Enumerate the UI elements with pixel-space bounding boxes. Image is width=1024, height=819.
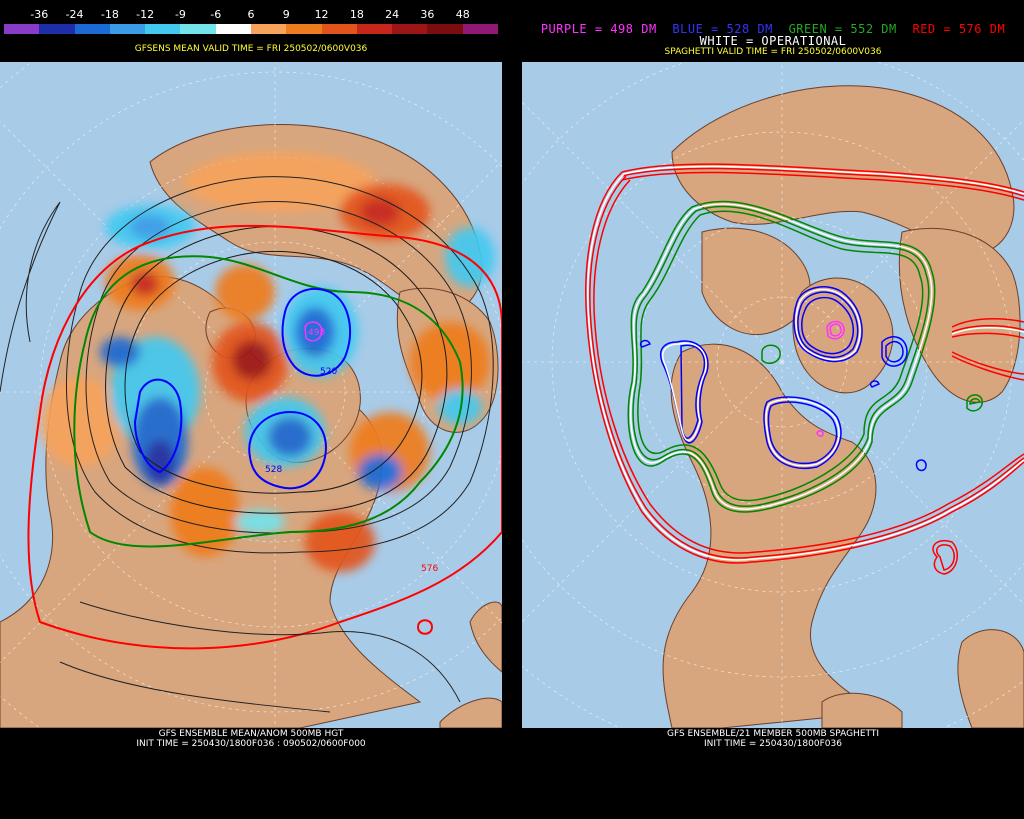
positive-anomaly-center-core	[232, 340, 272, 380]
colorbar-segment	[250, 24, 287, 34]
contour-576-atlantic	[416, 619, 434, 635]
positive-anomaly-west-core	[131, 272, 159, 296]
spaghetti-576-operational	[587, 165, 1024, 561]
europe-land	[898, 227, 1021, 403]
contour-528-greenland	[281, 287, 351, 377]
colorbar-tick-label: -18	[100, 8, 119, 21]
colorbar-segment	[462, 24, 498, 34]
colorbar-tick-label: 9	[282, 8, 290, 21]
spaghetti-panel: PURPLE = 498 DM BLUE = 528 DM GREEN = 55…	[522, 0, 1024, 819]
ensemble-mean-anomaly-panel: -36 -24 -18 -12 -9 -6 6 9 12 18 24 36 48 GFSENS MEAN…	[0, 0, 502, 819]
colorbar-segment	[74, 24, 110, 34]
colorbar-segment	[392, 24, 428, 34]
north-america-land	[662, 343, 884, 728]
positive-anomaly-arctic	[215, 264, 275, 320]
mean-anomaly-map: 498 520 528 576	[0, 62, 502, 728]
negative-anomaly-west-coast	[100, 337, 140, 367]
mean-valid-time-title: GFSENS MEAN VALID TIME = FRI 250502/0600…	[134, 44, 368, 54]
panel-divider	[502, 0, 522, 819]
colorbar-tick-label: -6	[210, 8, 222, 21]
positive-anomaly-north	[185, 152, 375, 212]
colorbar-tick-label: 12	[314, 8, 329, 21]
colorbar-tick-label: 36	[420, 8, 435, 21]
spaghetti-552-green	[627, 200, 983, 513]
mean-caption-title: GFS ENSEMBLE MEAN/ANOM 500MB HGT	[158, 729, 344, 739]
anomaly-colorbar	[4, 24, 498, 34]
positive-anomaly-siberia-core	[360, 198, 400, 226]
positive-anomaly-southwest	[40, 377, 120, 467]
spaghetti-map	[522, 62, 1024, 728]
negative-anomaly-south	[235, 510, 285, 534]
positive-anomaly-east	[410, 322, 490, 402]
legend-purple: PURPLE = 498 DM	[540, 22, 657, 36]
positive-anomaly-south	[170, 467, 240, 557]
colorbar-tick-label: 48	[455, 8, 470, 21]
colorbar-tick-label: -12	[136, 8, 155, 21]
colorbar-segment	[145, 24, 181, 34]
label-528: 528	[265, 465, 282, 475]
colorbar-segment	[427, 24, 463, 34]
spaghetti-caption-title: GFS ENSEMBLE/21 MEMBER 500MB SPAGHETTI	[666, 729, 880, 739]
contour-528-hudson	[248, 410, 327, 490]
negative-anomaly-atlantic	[438, 389, 482, 425]
mean-caption-init-time: INIT TIME = 250430/1800F036 : 090502/060…	[136, 739, 366, 749]
spaghetti-528-blue	[639, 286, 927, 472]
colorbar-segment	[321, 24, 357, 34]
spaghetti-498-purple	[816, 320, 845, 437]
spaghetti-528-operational	[662, 288, 861, 467]
colorbar-tick-label: -9	[174, 8, 186, 21]
contour-552	[73, 255, 464, 548]
contour-528-pacific	[133, 378, 183, 474]
legend-operational: WHITE = OPERATIONAL	[699, 34, 847, 48]
label-520: 520	[320, 367, 337, 377]
negative-anomaly-nw-core	[130, 215, 170, 239]
spaghetti-valid-time-title: SPAGHETTI VALID TIME = FRI 250502/0600V0…	[664, 47, 882, 57]
negative-anomaly-southeast	[358, 454, 402, 490]
africa-land	[957, 629, 1024, 728]
colorbar-segment	[39, 24, 75, 34]
spaghetti-552-operational	[629, 203, 933, 510]
anomaly-shading	[40, 152, 495, 572]
south-america-land	[821, 692, 903, 728]
colorbar-segment	[215, 24, 251, 34]
negative-anomaly-greenland-core	[295, 307, 335, 357]
mean-height-contours	[0, 176, 502, 713]
south-america-land	[439, 697, 502, 728]
colorbar-tick-label: 24	[385, 8, 400, 21]
colorbar-segment	[356, 24, 393, 34]
spaghetti-caption-init-time: INIT TIME = 250430/1800F036	[704, 739, 842, 749]
contour-576	[27, 224, 502, 650]
legend-blue: BLUE = 528 DM	[672, 22, 773, 36]
colorbar-segment	[4, 24, 40, 34]
spaghetti-legend: PURPLE = 498 DM BLUE = 528 DM GREEN = 55…	[522, 22, 1024, 36]
colorbar-tick-label: -36	[30, 8, 49, 21]
contour-value-labels: 498 520 528 576	[265, 328, 438, 574]
colorbar-segment	[109, 24, 146, 34]
spaghetti-576-red	[585, 163, 1024, 575]
label-498: 498	[308, 328, 325, 338]
legend-red: RED = 576 DM	[912, 22, 1006, 36]
legend-green: GREEN = 552 DM	[788, 22, 897, 36]
colorbar-tick-label: -24	[65, 8, 84, 21]
negative-anomaly-pacific-deep	[145, 440, 175, 484]
colorbar-tick-label: 6	[247, 8, 255, 21]
negative-anomaly-hudson-core	[268, 417, 312, 457]
africa-land	[469, 601, 502, 673]
colorbar-labels: -36 -24 -18 -12 -9 -6 6 9 12 18 24 36 48	[4, 8, 498, 22]
contour-498	[304, 321, 323, 342]
colorbar-tick-label: 18	[349, 8, 364, 21]
colorbar-segment	[286, 24, 322, 34]
colorbar-segment	[180, 24, 216, 34]
label-576: 576	[421, 564, 438, 574]
